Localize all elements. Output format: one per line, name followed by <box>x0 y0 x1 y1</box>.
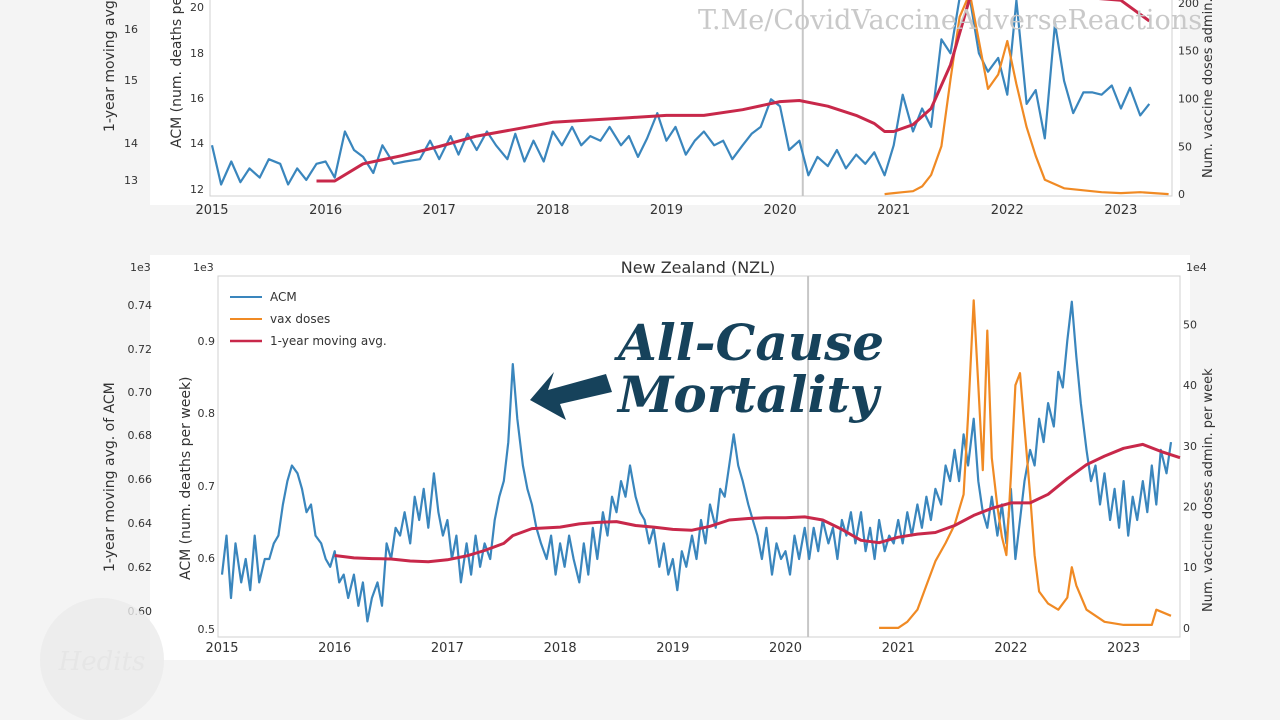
x-tick-label: 2019 <box>656 641 689 656</box>
top-plot-frame <box>209 0 1173 197</box>
channel-logo: Hedits <box>40 598 164 720</box>
right-y-tick-label: 0 <box>1183 622 1190 635</box>
top-chart: 2015 2016 2017 2018 2019 2020 2021 2022 20231214… <box>124 0 1199 218</box>
watermark: T.Me/CovidVaccineAdverseReactions <box>698 5 1202 36</box>
top-ylabel-outer: 1-year moving avg. of ACM <box>102 0 118 132</box>
x-tick-label: 2016 <box>309 203 342 218</box>
legend-label-vax: vax doses <box>270 312 330 326</box>
series-line-avg <box>316 0 1151 183</box>
bottom-ylabel-outer: 1-year moving avg. of ACM <box>102 382 118 572</box>
top-panel-background <box>150 0 1180 205</box>
legend-label-acm: ACM <box>270 290 297 304</box>
outer-y-tick-label: 0.66 <box>128 473 153 486</box>
x-tick-label: 2022 <box>991 203 1024 218</box>
series-line-vax <box>884 0 1169 196</box>
right-y-tick-label: 100 <box>1178 92 1199 105</box>
annotation-line2: Mortality <box>616 365 882 424</box>
x-tick-label: 2023 <box>1104 203 1137 218</box>
bottom-ylabel-inner: ACM (num. deaths per week) <box>178 376 194 580</box>
bottom-chart-title: New Zealand (NZL) <box>621 258 776 277</box>
right-y-tick-label: 0 <box>1178 188 1185 201</box>
series-line-avg <box>334 442 1181 564</box>
bottom-chart: 2015 2016 2017 2018 2019 2020 2021 2022 2023 0.5 0… <box>128 276 1197 656</box>
outer-y-tick-label: 0.74 <box>128 299 153 312</box>
annotation-line1: All-Cause <box>614 313 884 372</box>
logo-text: Hedits <box>58 647 146 677</box>
x-tick-label: 2020 <box>764 203 797 218</box>
inner-y-tick-label: 12 <box>190 183 204 196</box>
inner-y-tick-label: 18 <box>190 47 204 60</box>
x-tick-label: 2021 <box>882 641 915 656</box>
x-tick-label: 2016 <box>318 641 351 656</box>
bottom-ylabel-right: Num. vaccine doses admin. per week <box>1201 368 1216 612</box>
inner-y-tick-label: 16 <box>190 92 204 105</box>
x-tick-label: 2019 <box>650 203 683 218</box>
outer-y-tick-label: 13 <box>124 174 138 187</box>
series-line-acm <box>220 300 1173 623</box>
bottom-panel-background <box>150 255 1190 660</box>
annotation: All-Cause Mortality <box>530 313 884 424</box>
x-tick-label: 2015 <box>195 203 228 218</box>
series-line-vax <box>879 299 1172 629</box>
x-tick-label: 2022 <box>994 641 1027 656</box>
right-y-tick-label: 40 <box>1183 379 1197 392</box>
legend-label-avg: 1-year moving avg. <box>270 334 387 348</box>
x-tick-label: 2017 <box>423 203 456 218</box>
inner-y-tick-label: 0.6 <box>198 552 216 565</box>
inner-y-tick-label: 0.8 <box>198 407 216 420</box>
outer-y-tick-label: 0.68 <box>128 429 153 442</box>
inner-y-tick-label: 0.5 <box>198 623 216 636</box>
outer-y-tick-label: 0.64 <box>128 517 153 530</box>
outer-y-tick-label: 0.70 <box>128 386 153 399</box>
right-y-tick-label: 150 <box>1178 45 1199 58</box>
bottom-right-multiplier: 1e4 <box>1186 261 1207 274</box>
right-y-tick-label: 50 <box>1178 140 1192 153</box>
outer-y-tick-label: 14 <box>124 137 138 150</box>
annotation-arrow-icon <box>530 372 612 420</box>
x-tick-label: 2017 <box>431 641 464 656</box>
x-tick-label: 2021 <box>877 203 910 218</box>
top-ylabel-right: Num. vaccine doses admin. per week <box>1201 0 1216 178</box>
inner-y-tick-label: 0.9 <box>198 335 216 348</box>
right-y-tick-label: 20 <box>1183 501 1197 514</box>
inner-y-tick-label: 0.7 <box>198 480 216 493</box>
outer-y-tick-label: 0.72 <box>128 343 153 356</box>
outer-y-tick-label: 16 <box>124 23 138 36</box>
right-y-tick-label: 30 <box>1183 440 1197 453</box>
top-ylabel-inner: ACM (num. deaths per week) <box>169 0 185 148</box>
x-tick-label: 2023 <box>1107 641 1140 656</box>
right-y-tick-label: 200 <box>1178 0 1199 10</box>
x-tick-label: 2015 <box>205 641 238 656</box>
bottom-inner-multiplier: 1e3 <box>193 261 214 274</box>
x-tick-label: 2018 <box>536 203 569 218</box>
outer-y-tick-label: 0.62 <box>128 561 153 574</box>
right-y-tick-label: 50 <box>1183 319 1197 332</box>
right-y-tick-label: 10 <box>1183 561 1197 574</box>
logo-circle <box>40 598 164 720</box>
x-tick-label: 2018 <box>544 641 577 656</box>
bottom-outer-multiplier: 1e3 <box>130 261 151 274</box>
bottom-legend: ACM vax doses 1-year moving avg. <box>230 290 387 348</box>
inner-y-tick-label: 14 <box>190 137 204 150</box>
x-tick-label: 2020 <box>769 641 802 656</box>
inner-y-tick-label: 20 <box>190 1 204 14</box>
outer-y-tick-label: 15 <box>124 74 138 87</box>
